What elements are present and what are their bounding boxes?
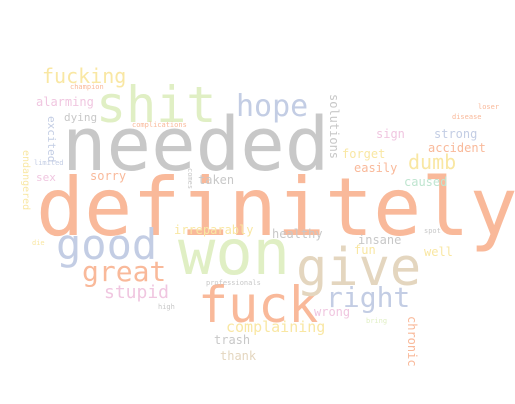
word-trash: trash <box>214 333 251 347</box>
word-spot: spot <box>424 227 441 235</box>
word-shit: shit <box>96 76 217 134</box>
word-needed: needed <box>62 102 330 188</box>
word-won: won <box>178 216 290 289</box>
word-healthy: healthy <box>272 227 323 241</box>
word-bring: bring <box>366 317 388 325</box>
word-forget: forget <box>342 147 386 161</box>
word-fun: fun <box>354 243 376 257</box>
word-loser: loser <box>478 103 500 111</box>
word-thank: thank <box>220 349 257 363</box>
word-complaining: complaining <box>226 318 326 336</box>
word-sorry: sorry <box>90 169 127 183</box>
word-comes: comes <box>186 168 194 190</box>
word-dying: dying <box>64 111 98 124</box>
word-caused: caused <box>404 175 448 189</box>
word-well: well <box>424 245 453 259</box>
word-irreparably: irreparably <box>174 223 254 237</box>
word-fuck: fuck <box>198 276 319 334</box>
word-die: die <box>32 239 45 247</box>
word-professionals: professionals <box>206 279 261 287</box>
word-accident: accident <box>428 141 486 155</box>
word-right: right <box>326 281 411 314</box>
word-excited: excited <box>45 116 58 163</box>
word-complications: complications <box>132 121 187 129</box>
word-sign: sign <box>376 127 405 141</box>
word-strong: strong <box>434 127 478 141</box>
word-hope: hope <box>236 89 309 124</box>
word-fucking: fucking <box>42 64 127 88</box>
word-solutions: solutions <box>327 94 341 160</box>
word-high: high <box>158 303 175 311</box>
word-chronic: chronic <box>405 316 419 367</box>
word-easily: easily <box>354 161 398 175</box>
word-insane: insane <box>358 233 402 247</box>
word-definitely: definitely <box>36 161 515 254</box>
word-endangered: endangered <box>20 150 31 211</box>
word-good: good <box>56 220 158 269</box>
word-dumb: dumb <box>408 150 457 174</box>
word-sex: sex <box>36 171 56 184</box>
word-alarming: alarming <box>36 95 94 109</box>
word-taken: taken <box>198 173 235 187</box>
word-champion: champion <box>70 83 104 91</box>
word-wrong: wrong <box>314 305 351 319</box>
word-limited: limited <box>34 159 64 167</box>
word-give: give <box>296 238 422 298</box>
word-great: great <box>82 255 167 288</box>
word-stupid: stupid <box>104 282 170 303</box>
word-disease: disease <box>452 113 482 121</box>
